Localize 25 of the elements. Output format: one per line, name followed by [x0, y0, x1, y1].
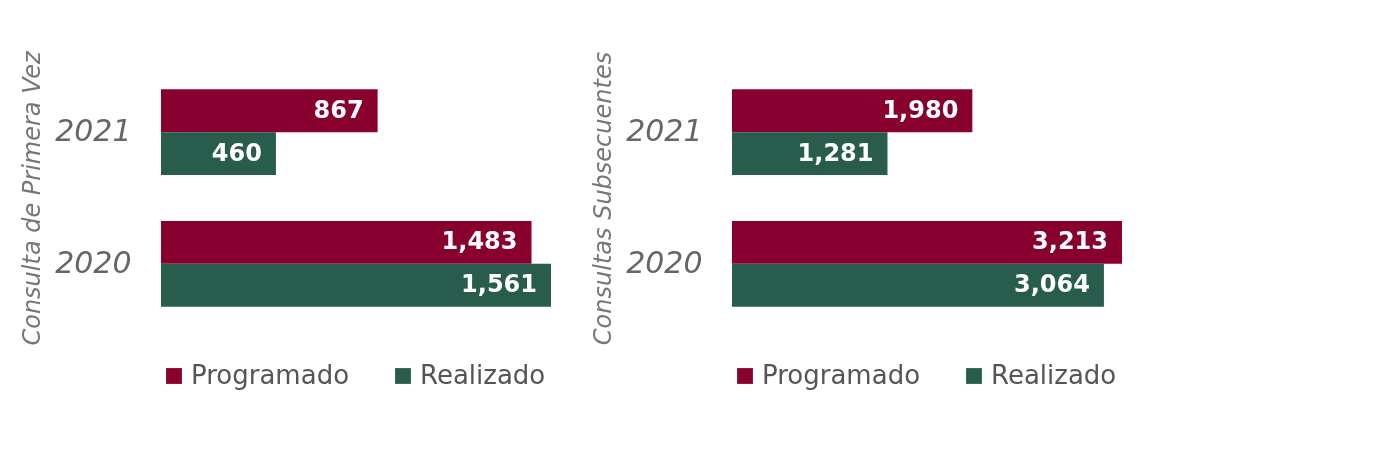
data-label: 867: [313, 95, 364, 124]
bar: [732, 221, 1122, 264]
y-tick-label: 2021: [626, 113, 703, 149]
y-tick-label: 2020: [626, 244, 703, 280]
legend-label: Programado: [191, 360, 350, 390]
bar: [732, 132, 888, 175]
data-label: 1,281: [797, 138, 874, 167]
data-label: 3,064: [1013, 270, 1090, 299]
legend-label: Realizado: [420, 360, 546, 390]
y-tick-label: 2021: [55, 113, 132, 149]
bar: [732, 89, 973, 133]
bar: [161, 221, 532, 264]
data-label: 1,980: [882, 95, 959, 124]
data-label: 1,561: [461, 270, 537, 299]
legend-label: Realizado: [991, 360, 1117, 390]
data-label: 1,483: [441, 227, 518, 256]
data-label: 3,213: [1032, 227, 1108, 256]
bar: [732, 263, 1104, 307]
y-axis-title: Consulta de Primera Vez: [18, 50, 47, 346]
legend-label: Programado: [762, 360, 921, 390]
y-axis-title: Consultas Subsecuentes: [589, 51, 618, 346]
bar: [161, 89, 378, 133]
data-label: 460: [211, 138, 262, 167]
y-tick-label: 2020: [55, 244, 132, 280]
bar: [161, 263, 551, 307]
